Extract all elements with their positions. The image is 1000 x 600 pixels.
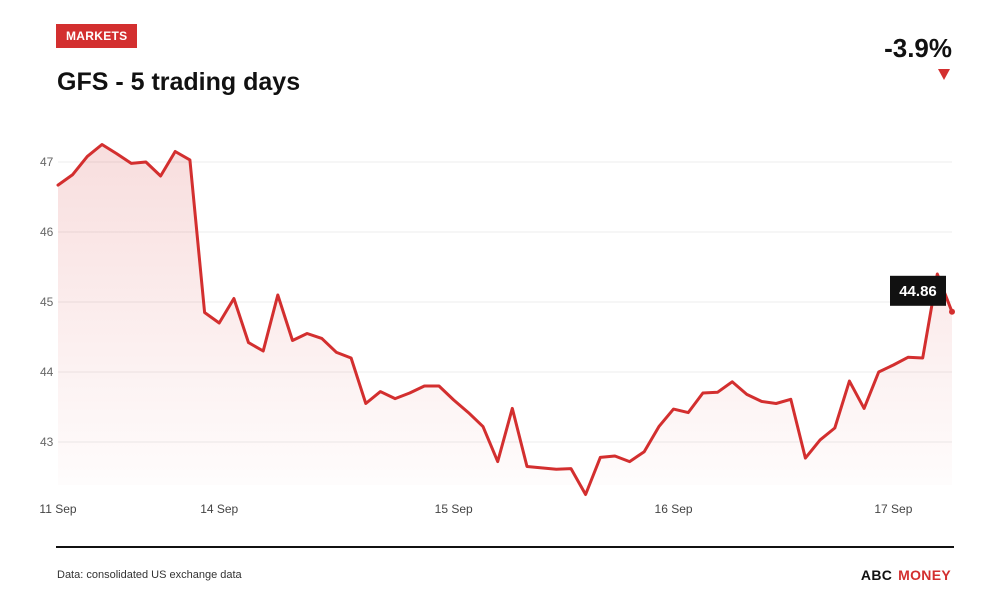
y-tick-label: 43 [40,435,54,449]
x-tick-label: 14 Sep [200,502,238,516]
y-tick-label: 47 [40,155,54,169]
last-price-label: 44.86 [899,283,937,300]
price-area [58,144,952,495]
last-price-point [949,308,955,315]
data-source-note: Data: consolidated US exchange data [57,569,242,581]
x-tick-label: 16 Sep [655,502,693,516]
y-tick-label: 46 [40,225,54,239]
section-tag: MARKETS [56,24,138,48]
footer-divider [56,546,954,548]
x-tick-label: 17 Sep [874,502,912,516]
brand-name-part1: ABC [860,567,893,583]
x-tick-label: 11 Sep [39,502,76,516]
percent-change: -3.9% [884,33,952,63]
y-tick-label: 45 [40,295,54,309]
chart-title: GFS - 5 trading days [57,68,301,96]
x-tick-label: 15 Sep [435,502,473,516]
down-arrow-icon [938,69,950,80]
price-chart: 43 44 45 46 47 11 Sep 14 Sep 15 Sep 16 Sep 17 Sep… [39,143,955,516]
price-line [56,143,954,496]
brand-logo: ABC MONEY [861,567,951,583]
last-price-badge [890,275,946,306]
y-tick-label: 44 [40,365,54,379]
brand-name-part2: MONEY [898,567,951,583]
